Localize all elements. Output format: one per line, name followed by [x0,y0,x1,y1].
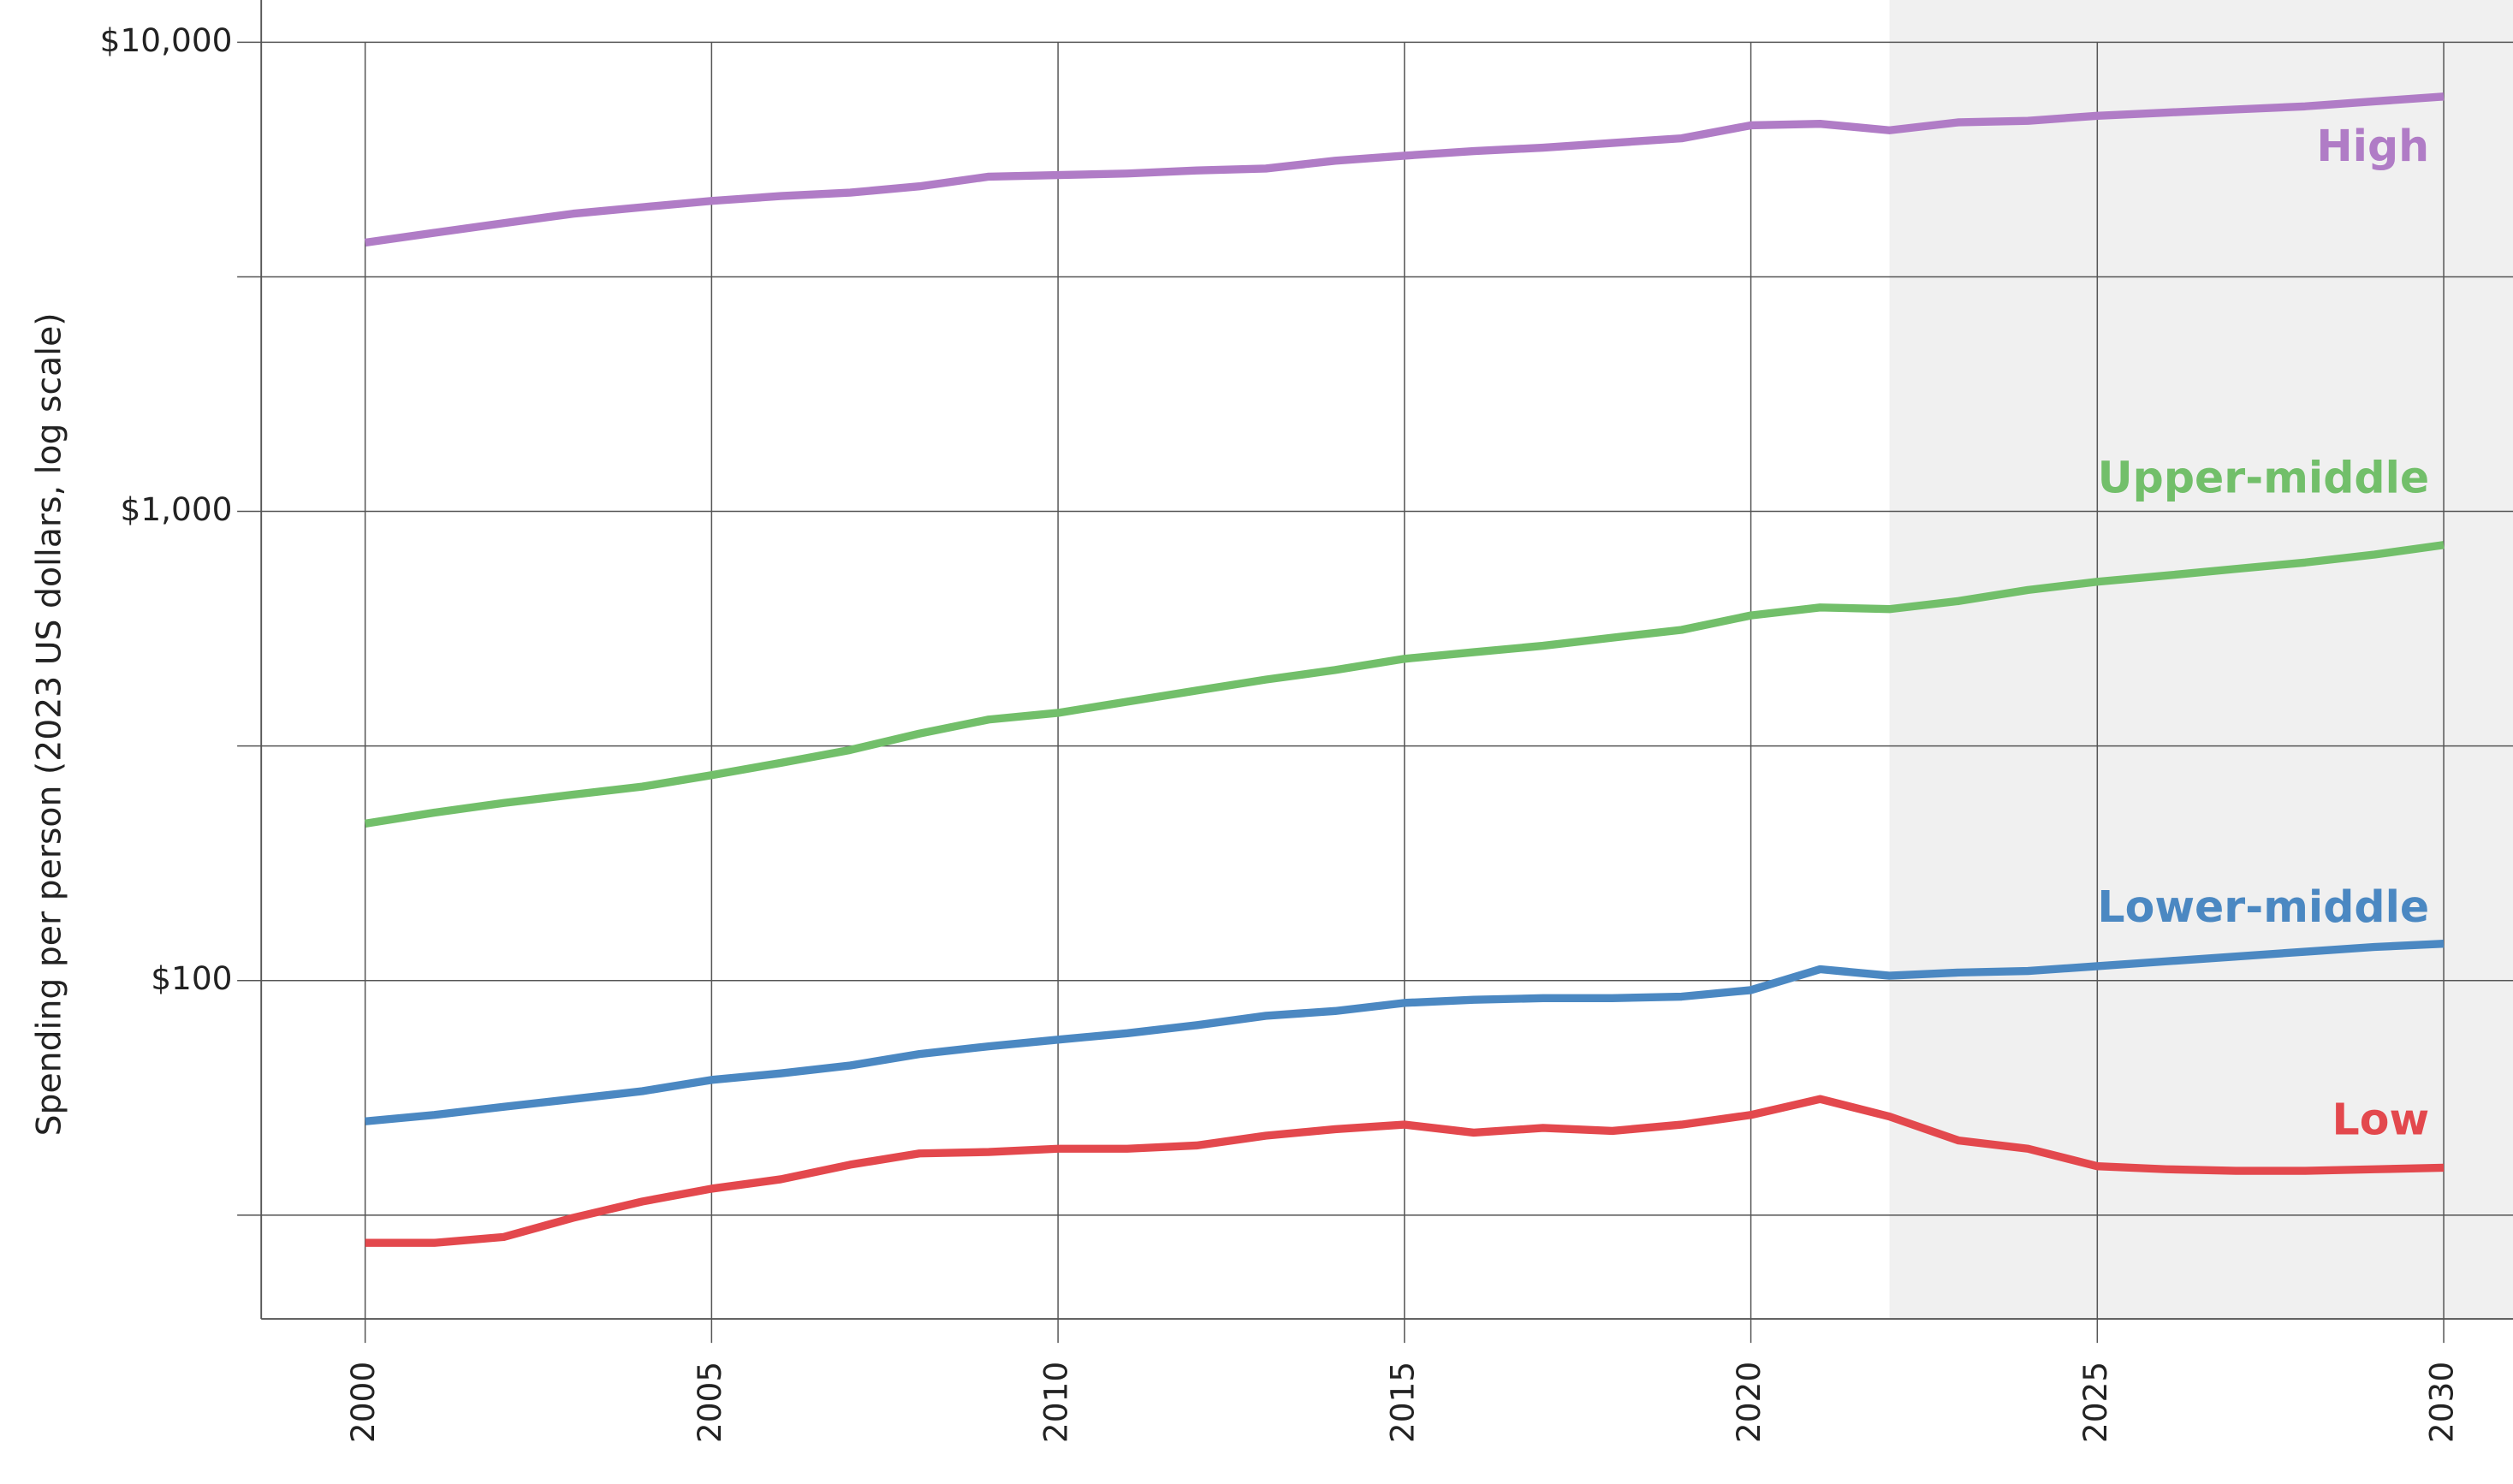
x-tick-label: 2005 [691,1362,728,1443]
series-line [364,541,2445,828]
series-label: Low [2332,1095,2430,1145]
series-label: Upper-middle [2098,452,2430,502]
x-tick-label: 2025 [2076,1362,2114,1443]
y-tick-label: $100 [151,959,232,997]
y-tick-label: $10,000 [100,21,233,59]
series-label: High [2316,121,2429,171]
y-tick-label: $1,000 [121,490,233,528]
y-axis-title: Spending per person (2023 US dollars, lo… [30,312,68,1136]
series-line [364,92,2445,247]
series-line [365,940,2445,1125]
x-tick-label: 2030 [2423,1362,2461,1443]
x-tick-label: 2000 [344,1362,382,1443]
series-label: Lower-middle [2097,881,2429,932]
x-tick-label: 2010 [1037,1362,1075,1443]
projection-shade [1889,0,2513,1320]
x-tick-label: 2015 [1383,1362,1421,1443]
x-tick-label: 2020 [1730,1362,1767,1443]
series-line [365,1095,2445,1247]
